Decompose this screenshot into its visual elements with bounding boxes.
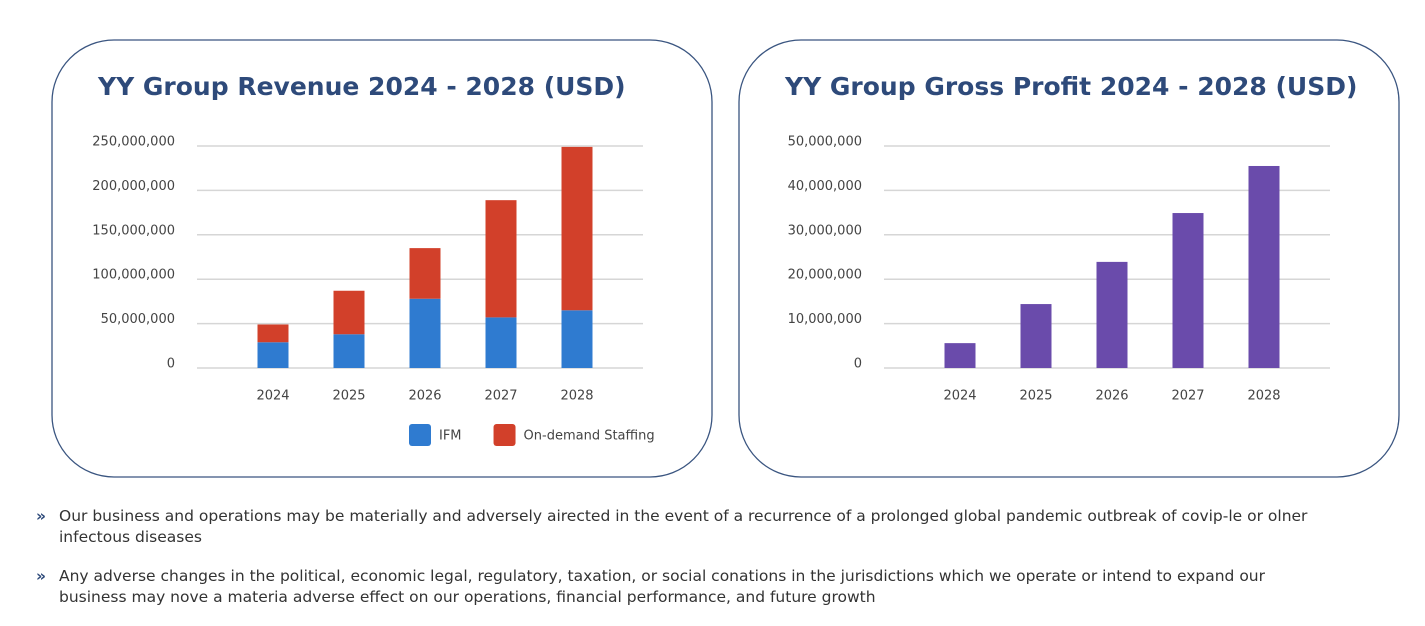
bar-segment: [561, 310, 593, 368]
x-tick-label: 2027: [484, 389, 517, 404]
bar-segment: [333, 290, 365, 335]
bar: [1248, 165, 1280, 368]
bar-segment: [561, 146, 593, 311]
bar: [1172, 213, 1204, 368]
x-tick-label: 2026: [408, 389, 441, 404]
x-tick-label: 2025: [332, 389, 365, 404]
x-tick-label: 2024: [943, 389, 976, 404]
bar-segment: [257, 324, 289, 343]
y-tick-label: 30,000,000: [788, 223, 862, 238]
y-tick-label: 200,000,000: [92, 179, 175, 194]
bar: [944, 343, 976, 368]
bullet-icon: »: [36, 507, 47, 525]
chart-title: YY Group Revenue 2024 - 2028 (USD): [97, 72, 626, 101]
legend-label: On-demand Staffing: [524, 429, 655, 444]
bar-segment: [257, 342, 289, 368]
bar-segment: [485, 317, 517, 368]
y-tick-label: 10,000,000: [788, 312, 862, 327]
bullet-text: Any adverse changes in the political, ec…: [59, 567, 1266, 606]
x-tick-label: 2024: [256, 389, 289, 404]
bullet-icon: »: [36, 567, 47, 585]
legend-swatch: [409, 424, 431, 446]
bullet: » Our business and operations may be mate…: [36, 506, 1336, 548]
panel: [738, 39, 1400, 478]
panel: [51, 39, 713, 478]
y-tick-label: 40,000,000: [788, 179, 862, 194]
bullet-list: » Our business and operations may be mate…: [36, 506, 1336, 626]
legend-swatch: [493, 424, 516, 446]
bar: [1096, 261, 1128, 368]
x-tick-label: 2026: [1095, 389, 1128, 404]
chart-title: YY Group Gross Profit 2024 - 2028 (USD): [784, 72, 1357, 101]
y-tick-label: 50,000,000: [101, 312, 175, 327]
bar: [1020, 304, 1052, 368]
y-tick-label: 100,000,000: [92, 268, 175, 283]
x-tick-label: 2028: [1247, 389, 1280, 404]
y-tick-label: 0: [167, 357, 175, 372]
legend-label: IFM: [439, 429, 462, 444]
y-tick-label: 0: [854, 357, 862, 372]
bullet: » Any adverse changes in the political, e…: [36, 566, 1336, 608]
x-tick-label: 2025: [1019, 389, 1052, 404]
bullet-text: Our business and operations may be mater…: [59, 507, 1308, 546]
charts: YY Group Revenue 2024 - 2028 (USD) 0 50,00…: [51, 39, 1400, 478]
x-tick-label: 2028: [560, 389, 593, 404]
bar-segment: [485, 200, 517, 318]
bar-segment: [409, 248, 441, 299]
y-tick-label: 150,000,000: [92, 223, 175, 238]
y-tick-label: 250,000,000: [92, 135, 175, 150]
bar-segment: [409, 298, 441, 368]
y-tick-label: 50,000,000: [788, 135, 862, 150]
y-tick-label: 20,000,000: [788, 268, 862, 283]
bar-segment: [333, 334, 365, 368]
x-tick-label: 2027: [1171, 389, 1204, 404]
